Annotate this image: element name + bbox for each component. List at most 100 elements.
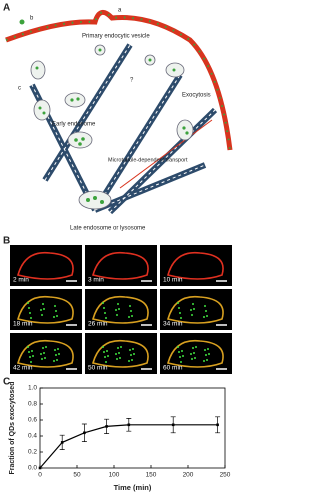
data-point [216,423,219,427]
diagram-label: c [18,86,21,92]
green-signal [116,358,118,360]
green-signal [203,360,205,362]
green-signal [56,315,58,317]
green-signal [178,307,180,309]
micrograph-grid: 2 min 3 min 10 min 18 min 26 min 34 min 42 min… [10,245,232,374]
diagram-label: b [30,16,34,22]
green-signal [45,346,47,348]
green-signal [42,303,44,305]
cell-outline [167,251,224,280]
y-axis-label: Fraction of QDs exocytosed [9,382,16,475]
cell-outline [17,251,74,280]
data-point [83,431,86,435]
green-signal [53,360,55,362]
quantum-dots [19,19,189,204]
x-tick-label: 100 [109,472,120,479]
y-tick-label: 0.4 [28,433,37,440]
green-signal [177,346,179,348]
green-signal [203,316,205,318]
time-label: 2 min [13,277,29,284]
green-signal [128,316,130,318]
chart: 0 50 100 150 200 250 0.0 0.2 0.4 0.6 0.8 1.0 Time (m… [9,382,231,492]
y-tick-label: 0.2 [28,449,37,456]
time-label: 3 min [88,277,104,284]
green-signal [131,359,133,361]
green-signal [193,308,195,310]
green-signal [117,347,119,349]
plot-frame [39,387,226,469]
green-signal [103,351,105,353]
cell-outline [167,295,224,324]
green-signal [178,351,180,353]
green-signal [205,310,207,312]
diagram-label: a [118,8,122,14]
green-signal [193,352,195,354]
green-signal [192,347,194,349]
green-signal [28,307,30,309]
data-point [127,423,131,427]
green-signal [102,302,104,304]
green-signal [30,317,32,319]
green-signal [130,354,132,356]
green-signal [104,356,106,358]
green-signal [32,355,34,357]
green-signal [115,309,117,311]
green-signal [204,305,206,307]
green-signal [105,317,107,319]
green-signal [40,309,42,311]
green-signal [195,346,197,348]
green-signal [29,356,31,358]
green-signal [29,312,31,314]
panel-label: B [3,236,10,247]
data-point [60,441,64,444]
green-signal [40,353,42,355]
green-signal [115,353,117,355]
cell-outline [92,295,149,324]
cell-outline [92,251,149,280]
green-signal [28,351,30,353]
green-signal [58,353,60,355]
green-signal [41,358,43,360]
green-signal [53,316,55,318]
cell-outline [17,339,74,368]
green-signal [206,359,208,361]
green-signal [56,359,58,361]
green-signal [120,346,122,348]
green-signal [205,354,207,356]
figure: A b a c ? Primary endocytic vesicle Earl… [3,3,233,492]
y-tick-label: 0.0 [28,465,37,472]
diagram-label: ? [130,78,134,84]
green-signal [57,348,59,350]
x-tick-label: 250 [220,472,231,479]
green-signal [192,303,194,305]
green-signal [55,354,57,356]
green-signal [105,361,107,363]
green-signal [191,358,193,360]
diagram-label: Exocytosis [182,93,211,99]
time-label: 50 min [88,365,108,372]
time-label: 34 min [163,321,183,328]
green-signal [179,356,181,358]
green-signal [106,350,108,352]
green-signal [30,361,32,363]
green-signal [194,357,196,359]
y-tick-label: 1.0 [28,385,37,392]
cell-outline [167,339,224,368]
green-signal [207,348,209,350]
x-tick-label: 200 [183,472,194,479]
green-signal [119,357,121,359]
time-label: 26 min [88,321,108,328]
green-signal [116,314,118,316]
green-signal [117,303,119,305]
y-tick-label: 0.8 [28,401,37,408]
green-signal [182,355,184,357]
green-signal [132,348,134,350]
panel-label: A [3,3,10,14]
diagram-label: Microtubule-dependent transport [108,157,188,163]
green-signal [102,346,104,348]
panel-label: C [3,377,10,388]
green-signal [130,310,132,312]
diagram-label: Late endosome or lysosome [70,226,146,232]
diagram-label: Early endosome [52,122,96,128]
green-signal [190,353,192,355]
